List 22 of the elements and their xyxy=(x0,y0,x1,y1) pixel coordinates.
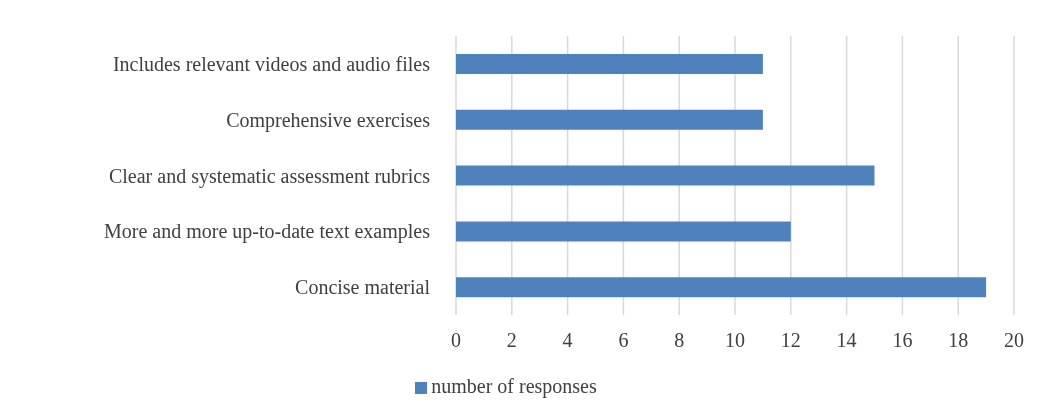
x-tick-label: 16 xyxy=(892,329,913,352)
y-tick-label: More and more up-to-date text examples xyxy=(104,220,431,244)
legend-label: number of responses xyxy=(431,375,597,397)
x-tick-label: 2 xyxy=(506,329,517,352)
x-tick-label: 10 xyxy=(725,329,745,352)
bar xyxy=(456,109,763,130)
x-tick-label: 14 xyxy=(836,329,857,352)
x-tick-label: 4 xyxy=(562,329,573,352)
y-tick-label: Comprehensive exercises xyxy=(226,108,431,132)
y-tick-label: Clear and systematic assessment rubrics xyxy=(108,164,431,188)
x-tick-label: 8 xyxy=(674,329,685,352)
bar xyxy=(456,54,763,74)
x-tick-label: 12 xyxy=(780,329,801,352)
bar xyxy=(456,277,987,298)
y-tick-label: Includes relevant videos and audio files xyxy=(112,53,431,75)
x-tick-label: 18 xyxy=(948,329,969,352)
x-tick-label: 0 xyxy=(451,329,461,352)
bar xyxy=(456,165,875,186)
y-tick-label: Concise material xyxy=(295,276,431,299)
x-tick-label: 6 xyxy=(618,329,629,352)
x-tick-label: 20 xyxy=(1004,329,1024,352)
bar xyxy=(456,221,791,242)
